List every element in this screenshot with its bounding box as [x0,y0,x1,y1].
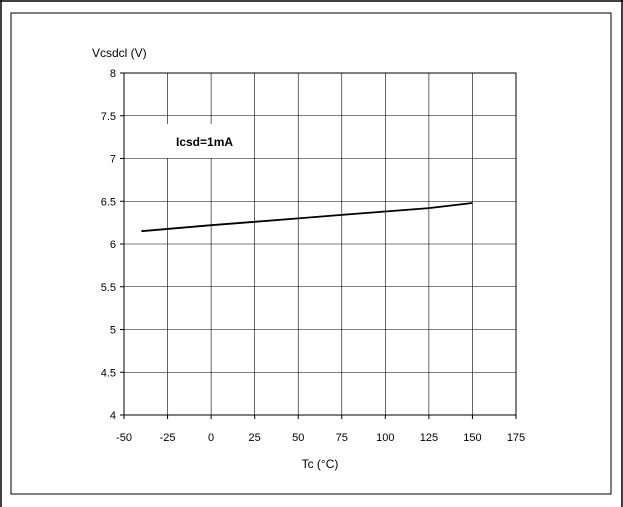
y-tick-label: 8 [110,68,116,80]
annotation-label: Icsd=1mA [176,135,233,149]
x-tick-label: -25 [160,432,176,444]
y-tick-label: 7.5 [101,111,116,123]
x-tick-label: 125 [420,432,438,444]
annotation-background [164,124,253,158]
series-group [141,202,473,233]
y-tick-label: 4 [110,410,116,422]
y-tick-label: 4.5 [101,367,116,379]
y-tick-label: 6.5 [101,196,116,208]
x-tick-label: 150 [463,432,481,444]
y-axis-title: Vcsdcl (V) [92,46,147,60]
inner-panel-border [10,12,612,495]
annotation-box: Icsd=1mA [164,124,253,158]
y-tick-label: 5.5 [101,282,116,294]
x-axis-title: Tc (°C) [302,457,339,471]
y-axis-ticks: 4 4.5 5 5.5 6 6.5 7 7.5 8 [101,68,124,422]
x-tick-label: 50 [292,432,304,444]
x-axis-ticks: -50 -25 0 25 50 75 100 125 150 175 [116,415,525,444]
x-tick-label: -50 [116,432,132,444]
x-tick-label: 175 [507,432,525,444]
x-tick-label: 0 [208,432,214,444]
x-tick-label: 25 [249,432,261,444]
y-tick-label: 5 [110,325,116,337]
series-line-0 [141,202,473,233]
y-tick-label: 6 [110,239,116,251]
x-tick-label: 100 [376,432,394,444]
x-tick-label: 75 [336,432,348,444]
y-tick-label: 7 [110,154,116,166]
